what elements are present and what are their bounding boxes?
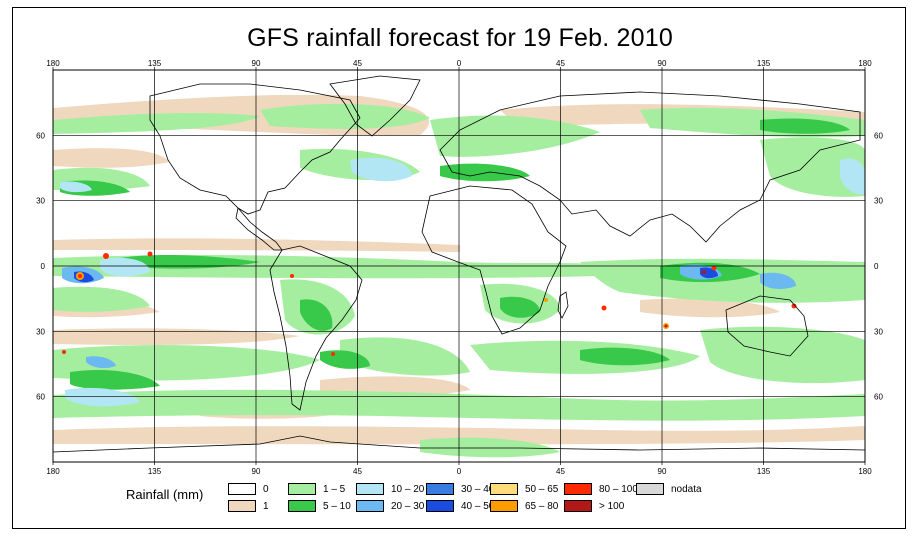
legend-item: 40 – 50 [426,500,494,512]
legend-label: 0 [263,483,269,495]
legend-item: 1 – 5 [288,483,345,495]
bottom-lon-labels: 180 135 90 45 0 45 90 135 180 [46,462,872,476]
north-america-outline [149,83,361,215]
legend-swatch [426,483,454,495]
rain-heavy-cores [62,251,797,356]
legend-label: 1 – 5 [323,483,346,495]
legend-swatch [564,483,592,495]
lat-label: 60 [36,393,45,402]
lon-label: 90 [252,467,261,476]
lon-label: 135 [757,59,771,68]
australia-outline [725,295,809,357]
lat-label: 30 [36,327,45,336]
lon-label: 180 [46,59,60,68]
legend-item: 65 – 80 [490,500,558,512]
legend-label: 50 – 65 [525,483,559,495]
lon-label: 0 [457,59,462,68]
legend-item: > 100 [564,500,624,512]
lat-label: 0 [41,262,46,271]
lon-label: 90 [252,59,261,68]
legend-swatch [288,500,316,512]
legend-swatch [228,483,256,495]
legend-label: > 100 [599,500,625,512]
legend-swatch [356,483,384,495]
lon-label: 45 [353,59,362,68]
legend-label: 30 – 40 [461,483,495,495]
lon-label: 90 [658,59,667,68]
figure-frame [12,7,906,529]
legend-item: 10 – 20 [356,483,424,495]
legend-swatch [228,500,256,512]
legend-item: 20 – 30 [356,500,424,512]
legend-label: 65 – 80 [525,500,559,512]
legend-swatch [490,500,518,512]
lat-label: 60 [36,131,45,140]
legend-item: 5 – 10 [288,500,351,512]
legend-swatch [564,500,592,512]
lat-label: 30 [874,197,883,206]
rain-10-20mm-areas [60,157,865,407]
lon-label: 180 [858,467,872,476]
right-lat-labels: 60 30 0 30 60 [874,131,883,401]
lon-label: 45 [556,467,565,476]
coastlines [53,75,865,453]
lat-label: 0 [874,262,879,271]
africa-outline [421,185,567,335]
legend-swatch [356,500,384,512]
legend-swatch [426,500,454,512]
lon-label: 135 [148,467,162,476]
left-lat-labels: 60 30 0 30 60 [36,131,45,401]
lat-label: 30 [874,327,883,336]
lat-label: 60 [874,393,883,402]
lon-label: 45 [353,467,362,476]
legend-item: 80 – 100 [564,483,638,495]
antarctica-outline [53,435,865,453]
lon-label: 0 [457,467,462,476]
map-title: GFS rainfall forecast for 19 Feb. 2010 [247,24,673,52]
lon-label: 180 [858,59,872,68]
legend-label: 40 – 50 [461,500,495,512]
legend-item: 30 – 40 [426,483,494,495]
legend-label: 10 – 20 [391,483,425,495]
legend-label: 1 [263,500,269,512]
lat-label: 60 [874,131,883,140]
legend-item: nodata [636,483,702,495]
lon-label: 135 [148,59,162,68]
legend-swatch [288,483,316,495]
lat-label: 30 [36,197,45,206]
lon-label: 135 [757,467,771,476]
top-lon-labels: 180 135 90 45 0 45 90 135 180 [46,59,872,70]
greenland-outline [329,75,421,137]
south-america-outline [269,245,363,411]
madagascar-outline [557,291,569,319]
legend-item: 50 – 65 [490,483,558,495]
eurasia-outline [439,91,861,243]
lon-label: 180 [46,467,60,476]
legend-label: 20 – 30 [391,500,425,512]
legend-item: 1 [228,500,269,512]
legend-label: nodata [671,483,702,495]
lon-label: 45 [556,59,565,68]
legend-swatch [636,483,664,495]
lon-label: 90 [658,467,667,476]
legend-label: 80 – 100 [599,483,638,495]
legend-title: Rainfall (mm) [126,487,204,502]
graticule [53,70,865,462]
legend-label: 5 – 10 [323,500,351,512]
legend-item: 0 [228,483,269,495]
legend-swatch [490,483,518,495]
